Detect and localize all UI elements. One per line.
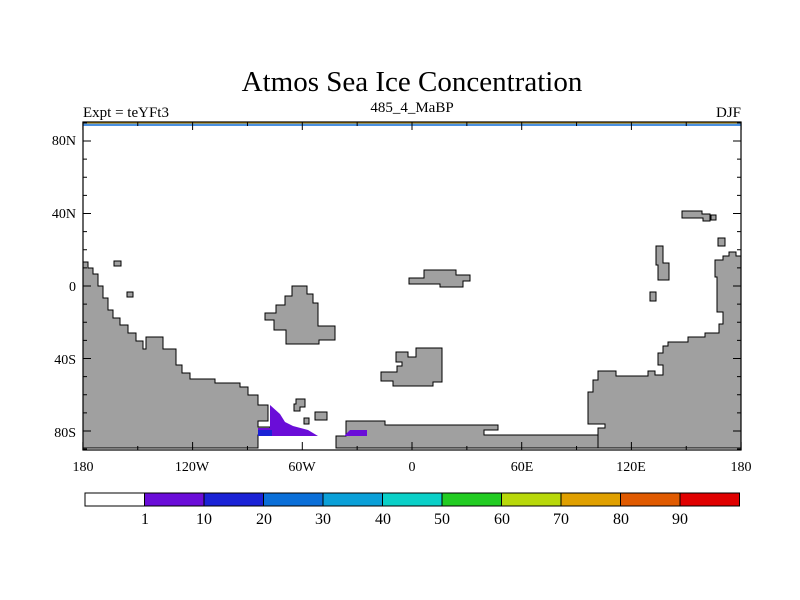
colorbar-labels: 1 10 20 30 40 50 60 70 80 90 xyxy=(141,511,688,528)
landmass-equatorial xyxy=(408,269,471,288)
colorbar-box-4 xyxy=(322,492,383,507)
lon-label-180w: 180 xyxy=(73,460,94,475)
latitude-labels: 80N 40N 0 40S 80S xyxy=(52,134,76,441)
landmass-pacific-island-a xyxy=(113,260,122,267)
sea-ice-patches xyxy=(258,405,367,436)
landmass-central-continent xyxy=(264,285,336,345)
colorbar-label-80: 80 xyxy=(613,511,629,528)
sea-ice-patch-west xyxy=(258,405,318,436)
lon-label-60e: 60E xyxy=(511,460,534,475)
colorbar-box-10 xyxy=(679,492,740,507)
landmass-small-island-d xyxy=(314,411,328,421)
landmass-islet-g xyxy=(717,237,726,247)
colorbar-box-0 xyxy=(84,492,145,507)
landmass-mid-south xyxy=(380,347,443,387)
colorbar-box-8 xyxy=(560,492,621,507)
landmass-pacific-island-b xyxy=(126,291,134,298)
sea-ice-patch-east xyxy=(344,430,367,436)
colorbar-box-6 xyxy=(441,492,502,507)
landmass-south-america xyxy=(82,261,271,449)
colorbar-label-1: 1 xyxy=(141,511,149,528)
sea-ice-dense-patch xyxy=(258,430,272,436)
experiment-label: Expt = teYFt3 xyxy=(83,105,169,121)
colorbar-label-40: 40 xyxy=(375,511,391,528)
landmass-small-island-e xyxy=(303,417,310,425)
longitude-labels: 180 120W 60W 0 60E 120E 180 xyxy=(73,460,752,475)
landmass-small-island-c xyxy=(293,398,306,412)
map-plot-area xyxy=(82,121,742,451)
lat-label-80s: 80S xyxy=(54,426,76,441)
lon-label-180e: 180 xyxy=(731,460,752,475)
age-label: 485_4_MaBP xyxy=(370,100,453,116)
map-title: Atmos Sea Ice Concentration xyxy=(242,66,583,98)
lon-label-120e: 120E xyxy=(616,460,646,475)
lat-label-40s: 40S xyxy=(54,353,76,368)
lat-label-40n: 40N xyxy=(52,207,76,222)
colorbar-box-3 xyxy=(263,492,324,507)
colorbar-box-7 xyxy=(501,492,562,507)
colorbar-label-50: 50 xyxy=(434,511,450,528)
lat-label-0: 0 xyxy=(69,280,76,295)
colorbar-label-90: 90 xyxy=(672,511,688,528)
landmass-islet-i xyxy=(649,291,657,302)
land-masses xyxy=(82,210,742,449)
landmass-islet-f xyxy=(710,214,717,221)
colorbar-boxes xyxy=(84,492,740,507)
lon-label-0: 0 xyxy=(409,460,416,475)
lon-label-60w: 60W xyxy=(288,460,316,475)
landmass-island-h xyxy=(655,245,670,281)
lat-label-80n: 80N xyxy=(52,134,76,149)
lon-label-120w: 120W xyxy=(175,460,210,475)
colorbar-box-1 xyxy=(144,492,205,507)
season-label: DJF xyxy=(716,105,741,121)
colorbar: 1 10 20 30 40 50 60 70 80 90 xyxy=(84,492,740,528)
colorbar-label-20: 20 xyxy=(256,511,272,528)
axis-ticks xyxy=(82,122,742,450)
colorbar-box-9 xyxy=(620,492,681,507)
colorbar-label-30: 30 xyxy=(315,511,331,528)
colorbar-label-70: 70 xyxy=(553,511,569,528)
colorbar-box-2 xyxy=(203,492,264,507)
colorbar-box-5 xyxy=(382,492,443,507)
colorbar-label-10: 10 xyxy=(196,511,212,528)
landmass-northeast-island xyxy=(681,210,711,222)
colorbar-label-60: 60 xyxy=(494,511,510,528)
landmass-eastern-continent xyxy=(587,251,742,449)
